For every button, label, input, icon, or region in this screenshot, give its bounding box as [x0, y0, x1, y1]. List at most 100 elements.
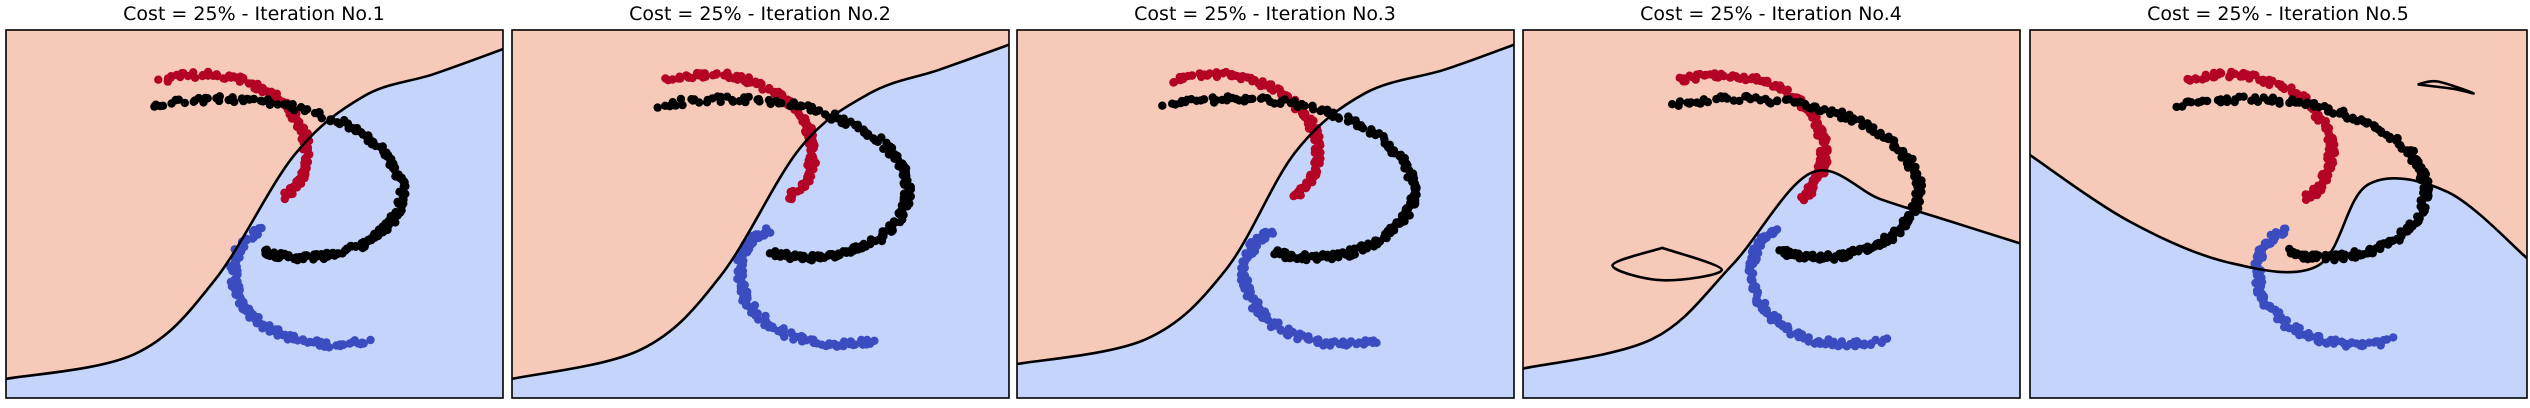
panel-3-black-point: [1158, 101, 1167, 110]
panel-4-red-point: [1746, 74, 1756, 84]
panel-4-blue-point: [1882, 334, 1892, 343]
panel-4-black-point: [1668, 100, 1677, 109]
panel-1-blue-point: [324, 343, 334, 352]
panel-2-red-point: [675, 72, 684, 81]
panel-2: Cost = 25% - Iteration No.2: [511, 3, 1010, 399]
panel-3-black-point: [1317, 105, 1327, 114]
panel-4-red-point: [1817, 125, 1827, 134]
panel-3-black-point: [1286, 99, 1296, 108]
panel-5-blue-point: [2389, 333, 2398, 342]
panel-1-blue-point: [258, 324, 267, 333]
panel-4-island-1: [1612, 247, 1722, 281]
panel-2-black-point: [890, 218, 899, 227]
panel-2-frame: [511, 29, 1010, 399]
panel-3-red-point: [1275, 85, 1284, 94]
panel-1: Cost = 25% - Iteration No.1: [5, 3, 504, 399]
panel-3-red-point: [1176, 75, 1185, 85]
panel-5-red-point: [2217, 69, 2226, 78]
panel-4-series-blue: [1744, 225, 1892, 351]
panel-5: Cost = 25% - Iteration No.5: [2029, 3, 2528, 399]
panel-1-black-point: [258, 97, 268, 106]
panel-3-blue-point: [1262, 313, 1271, 323]
panel-3-red-region: [1017, 30, 1514, 365]
panel-1-black-point: [301, 252, 311, 261]
panel-2-blue-point: [849, 340, 858, 350]
panel-5-blue-point: [2329, 339, 2338, 348]
panel-3-black-point: [1344, 112, 1353, 121]
panel-3-series-black: [1158, 92, 1421, 265]
panel-2-black-point: [824, 251, 833, 260]
panel-3-blue-point: [1287, 328, 1296, 337]
panel-5-blue-point: [2295, 330, 2304, 340]
panel-3-black-point: [1241, 93, 1250, 103]
panel-5-red-point: [2324, 171, 2333, 180]
panel-4-red-point: [1811, 119, 1820, 129]
panel-5-decision-boundary: [2030, 154, 2527, 274]
panel-3-series-blue: [1236, 227, 1381, 350]
panel-2-blue-point: [733, 255, 742, 265]
panel-2-series-black: [653, 92, 916, 265]
panel-1-frame: [5, 29, 504, 399]
panel-2-black-point: [782, 250, 792, 260]
panel-1-blue-point: [366, 335, 375, 345]
panel-4-red-point: [1823, 157, 1832, 167]
panel-4-black-point: [1683, 98, 1692, 107]
panel-1-black-point: [150, 102, 159, 111]
panel-2-blue-point: [780, 332, 789, 341]
panel-3-black-point: [1308, 101, 1317, 111]
panel-1-black-point: [224, 95, 233, 105]
panel-5-black-point: [2385, 132, 2395, 142]
panel-4-black-point: [1781, 95, 1791, 105]
panel-4-black-point: [1826, 109, 1835, 119]
panel-5-black-point: [2370, 121, 2380, 131]
panel-5-red-point: [2225, 73, 2234, 82]
panel-1-black-point: [310, 108, 320, 118]
panel-3-red-point: [1265, 80, 1274, 89]
panel-5-black-point: [2337, 253, 2347, 263]
panel-3-red-point: [1306, 170, 1315, 179]
panel-2-black-point: [902, 171, 911, 180]
panel-4-blue-point: [1753, 288, 1762, 297]
panel-1-black-point: [167, 99, 176, 108]
panel-3-red-point: [1195, 69, 1204, 78]
panel-2-blue-point: [870, 336, 879, 345]
panel-3-title: Cost = 25% - Iteration No.3: [1134, 3, 1396, 25]
panel-5-blue-point: [2306, 332, 2316, 341]
panel-5-black-point: [2230, 97, 2239, 107]
panel-5-black-point: [2405, 219, 2414, 229]
panel-5-black-point: [2275, 96, 2284, 106]
panel-1-red-point: [163, 74, 173, 83]
panel-5-red-region: [2030, 30, 2527, 273]
panel-1-black-point: [382, 148, 391, 157]
panel-4-decision-boundary: [1523, 169, 2020, 370]
panel-1-black-point: [239, 96, 248, 106]
panel-2-black-point: [703, 95, 712, 105]
panel-2-title: Cost = 25% - Iteration No.2: [629, 3, 891, 25]
panel-5-black-point: [2413, 212, 2422, 221]
panel-4-black-point: [1875, 129, 1884, 138]
panel-4-red-region: [1523, 30, 2020, 369]
panel-2-black-point: [786, 101, 795, 111]
panel-3-red-point: [1248, 77, 1257, 86]
panel-3-blue-point: [1312, 336, 1321, 345]
panel-2-black-point: [735, 97, 744, 106]
panel-2-black-point: [906, 182, 915, 191]
panel-4-red-point: [1726, 73, 1735, 82]
panel-3-decision-boundary: [1017, 43, 1514, 366]
panel-5-black-point: [2314, 251, 2323, 260]
panel-4-series-black: [1668, 91, 1927, 264]
panel-3-red-point: [1169, 78, 1178, 87]
panel-1-black-point: [189, 97, 198, 107]
panel-1-black-point: [212, 94, 221, 103]
panel-4-series-red: [1675, 69, 1832, 205]
panel-3-frame: [1016, 29, 1515, 399]
panel-2-black-point: [884, 150, 894, 159]
panel-5-blue-point: [2259, 293, 2269, 303]
panel-4-black-point: [1692, 98, 1702, 107]
panel-5-red-point: [2185, 75, 2194, 84]
panel-5-red-point: [2299, 91, 2308, 100]
panel-1-black-point: [300, 105, 309, 114]
panel-2-red-point: [805, 152, 814, 162]
panel-1-red-point: [198, 71, 207, 81]
panel-3-black-point: [1168, 99, 1177, 108]
